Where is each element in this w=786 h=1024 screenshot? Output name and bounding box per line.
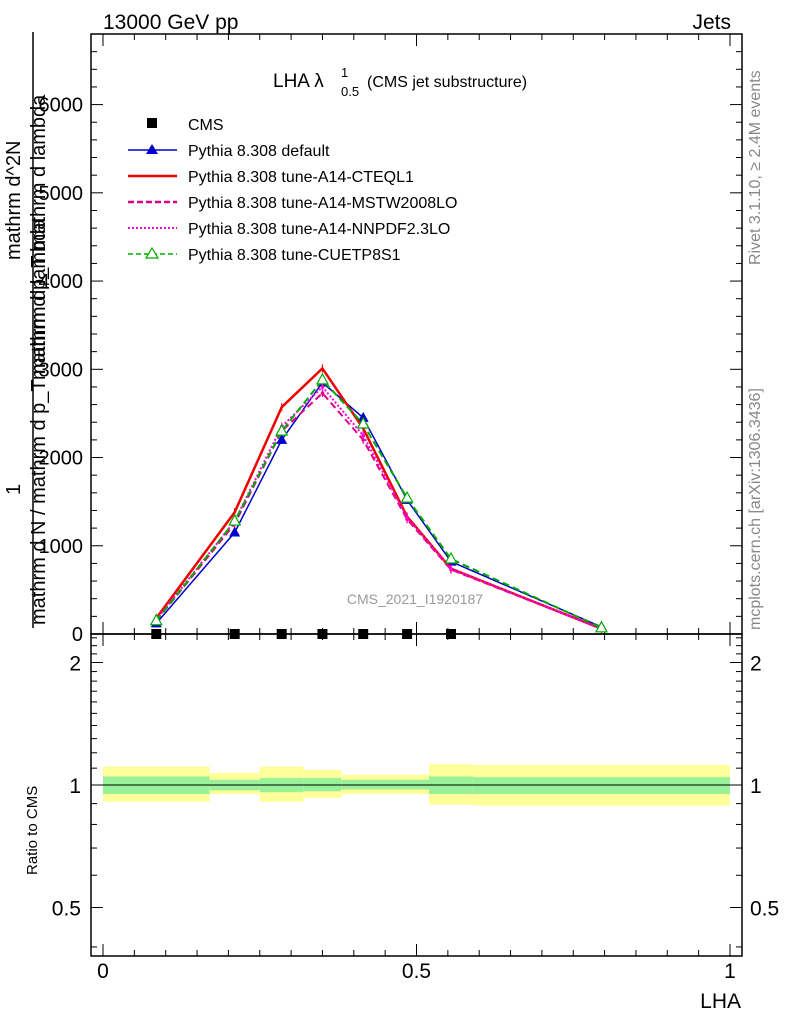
title-subscript: 0.5	[341, 84, 359, 99]
data-point	[320, 391, 325, 395]
data-point	[405, 515, 409, 520]
ratio-y-ticks	[91, 637, 742, 948]
legend-entry-a14-nnpdf23lo: Pythia 8.308 tune-A14-NNPDF2.3LO	[128, 221, 450, 238]
data-point	[229, 526, 241, 537]
main-y-tick-label: 0	[72, 624, 83, 646]
analysis-watermark: CMS_2021_I1920187	[347, 591, 483, 607]
legend-label-cms: CMS	[188, 117, 224, 134]
ratio-x-ticks	[102, 634, 731, 956]
data-point	[361, 438, 366, 442]
data-point	[149, 613, 163, 626]
legend-entry-default: Pythia 8.308 default	[128, 143, 330, 160]
legend-marker-cuetp8s1	[144, 246, 160, 259]
series-line-pythia-8-308-tune-a14-cteql1	[155, 367, 602, 630]
ratio-y-tick-label-left: 2	[69, 653, 81, 676]
ylabel-numerator: 1	[3, 484, 25, 495]
legend-marker-cms	[147, 118, 157, 128]
data-point	[356, 416, 370, 429]
series-layer	[149, 364, 608, 633]
data-point	[320, 385, 325, 389]
ratio-x-tick-label: 0	[97, 960, 109, 983]
data-point	[444, 551, 458, 564]
data-point	[275, 423, 289, 436]
legend-label-cuetp8s1: Pythia 8.308 tune-CUETP8S1	[188, 247, 401, 264]
title-main: LHA λ	[273, 71, 324, 92]
ratio-panel: 0.5 0.51 12 2 0 0.5 1 Ratio to CMS LHA	[24, 633, 779, 1013]
data-point	[449, 566, 453, 571]
chart-title: LHA λ 1 0.5 (CMS jet substructure)	[273, 65, 527, 99]
main-y-tick-label: 5000	[39, 183, 84, 205]
legend-entry-cms: CMS	[147, 117, 224, 134]
data-point	[400, 490, 414, 503]
header-left: 13000 GeV pp	[103, 11, 238, 34]
series-line-pythia-8-308-tune-a14-nnpdf2-3lo	[155, 385, 602, 630]
ylabel-denominator-2: mathrm d p_T mathrm d lambda	[28, 94, 50, 380]
main-panel: 0 1000 2000 3000 4000 5000 6000 LHA λ 1 0.5 (C…	[39, 33, 743, 646]
data-point	[276, 433, 288, 444]
main-y-tick-label: 6000	[39, 95, 84, 117]
data-point	[361, 433, 366, 438]
legend-entry-a14-mstw2008lo: Pythia 8.308 tune-A14-MSTW2008LO	[128, 195, 457, 212]
main-y-tick-label: 3000	[39, 359, 84, 381]
ratio-x-tick-label: 1	[724, 960, 736, 983]
ratio-y-tick-label-left: 1	[69, 775, 81, 798]
data-point	[315, 372, 329, 385]
title-superscript: 1	[341, 65, 348, 80]
x-axis-label: LHA	[700, 990, 741, 1013]
legend-label-a14-mstw2008lo: Pythia 8.308 tune-A14-MSTW2008LO	[188, 195, 457, 212]
ratio-y-tick-label-left: 0.5	[52, 897, 81, 920]
ratio-ylabel: Ratio to CMS	[24, 786, 41, 875]
main-y-tick-label: 1000	[39, 536, 84, 558]
title-suffix: (CMS jet substructure)	[367, 74, 527, 91]
rivet-label: Rivet 3.1.10, ≥ 2.4M events	[747, 70, 764, 265]
ratio-inner-band	[472, 777, 730, 795]
legend-entry-a14-cteql1: Pythia 8.308 tune-A14-CTEQL1	[128, 169, 414, 186]
ratio-y-tick-label-right: 0.5	[750, 897, 779, 920]
ratio-y-tick-label-right: 1	[750, 775, 762, 798]
header-right: Jets	[692, 11, 731, 34]
ratio-y-tick-labels: 0.5 0.5 1 1 2 2	[52, 653, 779, 921]
ylabel-numerator-2: mathrm d^2N	[3, 141, 25, 260]
legend-entry-cuetp8s1: Pythia 8.308 tune-CUETP8S1	[128, 246, 401, 264]
main-ylabel: 1 mathrm d N / mathrm d p_T mathrm d lam…	[3, 32, 50, 628]
ratio-x-tick-label: 0.5	[402, 960, 431, 983]
data-point	[228, 513, 242, 526]
ratio-y-tick-label-right: 2	[750, 653, 762, 676]
ratio-x-tick-labels: 0 0.5 1	[97, 960, 736, 983]
main-y-tick-labels: 0 1000 2000 3000 4000 5000 6000	[39, 95, 84, 646]
data-point	[594, 620, 608, 633]
legend-label-a14-nnpdf23lo: Pythia 8.308 tune-A14-NNPDF2.3LO	[188, 221, 450, 238]
ratio-frame	[90, 633, 743, 957]
legend-label-a14-cteql1: Pythia 8.308 tune-A14-CTEQL1	[188, 169, 414, 186]
main-y-tick-label: 4000	[39, 271, 84, 293]
mcplots-label: mcplots.cern.ch [arXiv:1306.3436]	[747, 388, 764, 630]
legend: CMS Pythia 8.308 default Pythia 8.308 tu…	[128, 117, 457, 264]
legend-marker-default	[146, 144, 158, 154]
series-line-pythia-8-308-tune-cuetp8s1	[155, 378, 602, 629]
legend-label-default: Pythia 8.308 default	[188, 143, 330, 160]
main-y-tick-label: 2000	[39, 448, 84, 470]
